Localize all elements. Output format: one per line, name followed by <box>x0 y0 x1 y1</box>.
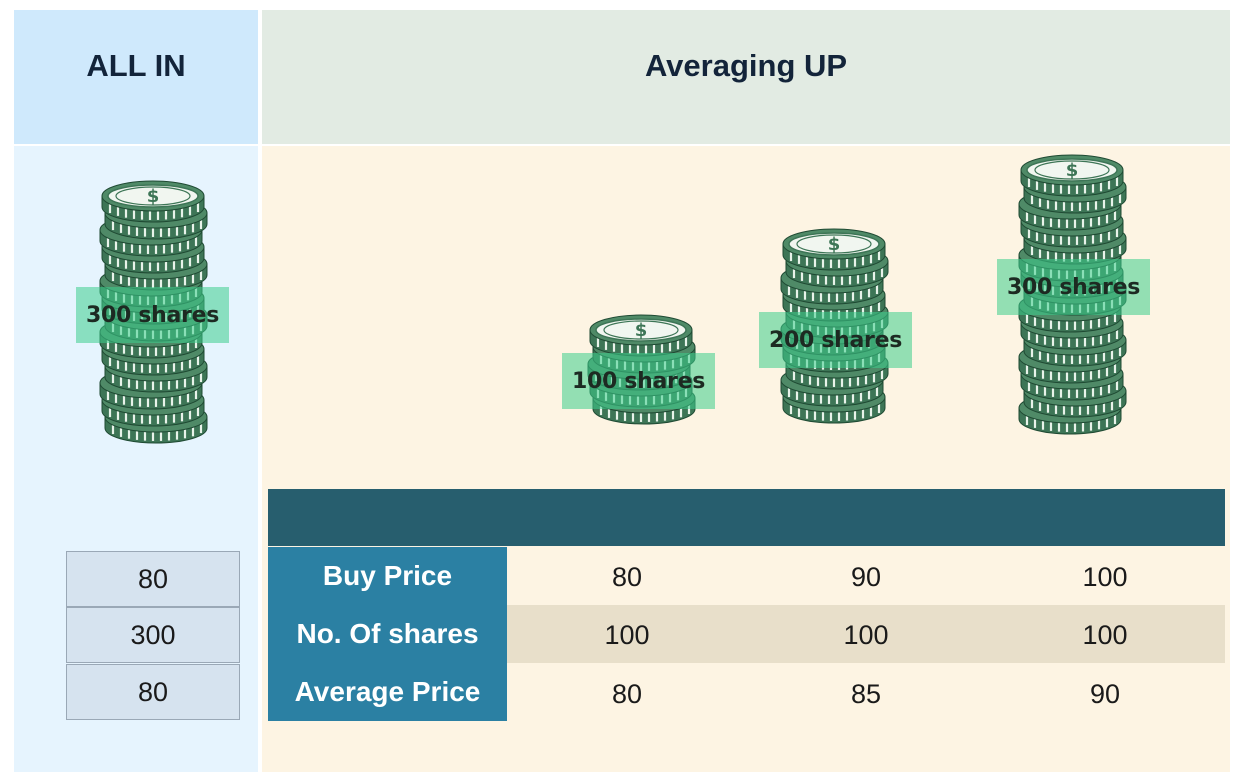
table-cell: 80 <box>611 678 643 709</box>
table-header-band <box>268 489 1225 546</box>
all-in-header: ALL IN <box>14 10 258 144</box>
svg-text:$: $ <box>147 186 160 207</box>
buy-price-label: Buy Price <box>268 547 507 605</box>
table-cell: 100 <box>604 619 650 650</box>
table-cell: 85 <box>850 678 882 709</box>
table-cell: 100 <box>1082 561 1128 592</box>
averaging-up-header: Averaging UP <box>262 10 1230 144</box>
all-in-shares: 300 <box>66 607 240 663</box>
table-cell: 100 <box>843 619 889 650</box>
table-row-stripe <box>507 605 1225 663</box>
table-cell: 80 <box>611 561 643 592</box>
all-in-buy-price: 80 <box>66 551 240 607</box>
stack-label-200: 200 shares <box>759 312 912 368</box>
svg-text:$: $ <box>635 320 648 341</box>
svg-text:$: $ <box>1066 160 1079 181</box>
table-cell: 90 <box>1089 678 1121 709</box>
table-cell: 100 <box>1082 619 1128 650</box>
stack-label-100: 100 shares <box>562 353 715 409</box>
average-price-label: Average Price <box>268 663 507 721</box>
stack-label-300: 300 shares <box>997 259 1150 315</box>
all-in-title: ALL IN <box>86 48 186 83</box>
all-in-stack-label: 300 shares <box>76 287 229 343</box>
all-in-average-price: 80 <box>66 664 240 720</box>
table-cell: 90 <box>850 561 882 592</box>
svg-text:$: $ <box>828 234 841 255</box>
no-of-shares-label: No. Of shares <box>268 605 507 663</box>
averaging-up-title: Averaging UP <box>644 48 848 83</box>
